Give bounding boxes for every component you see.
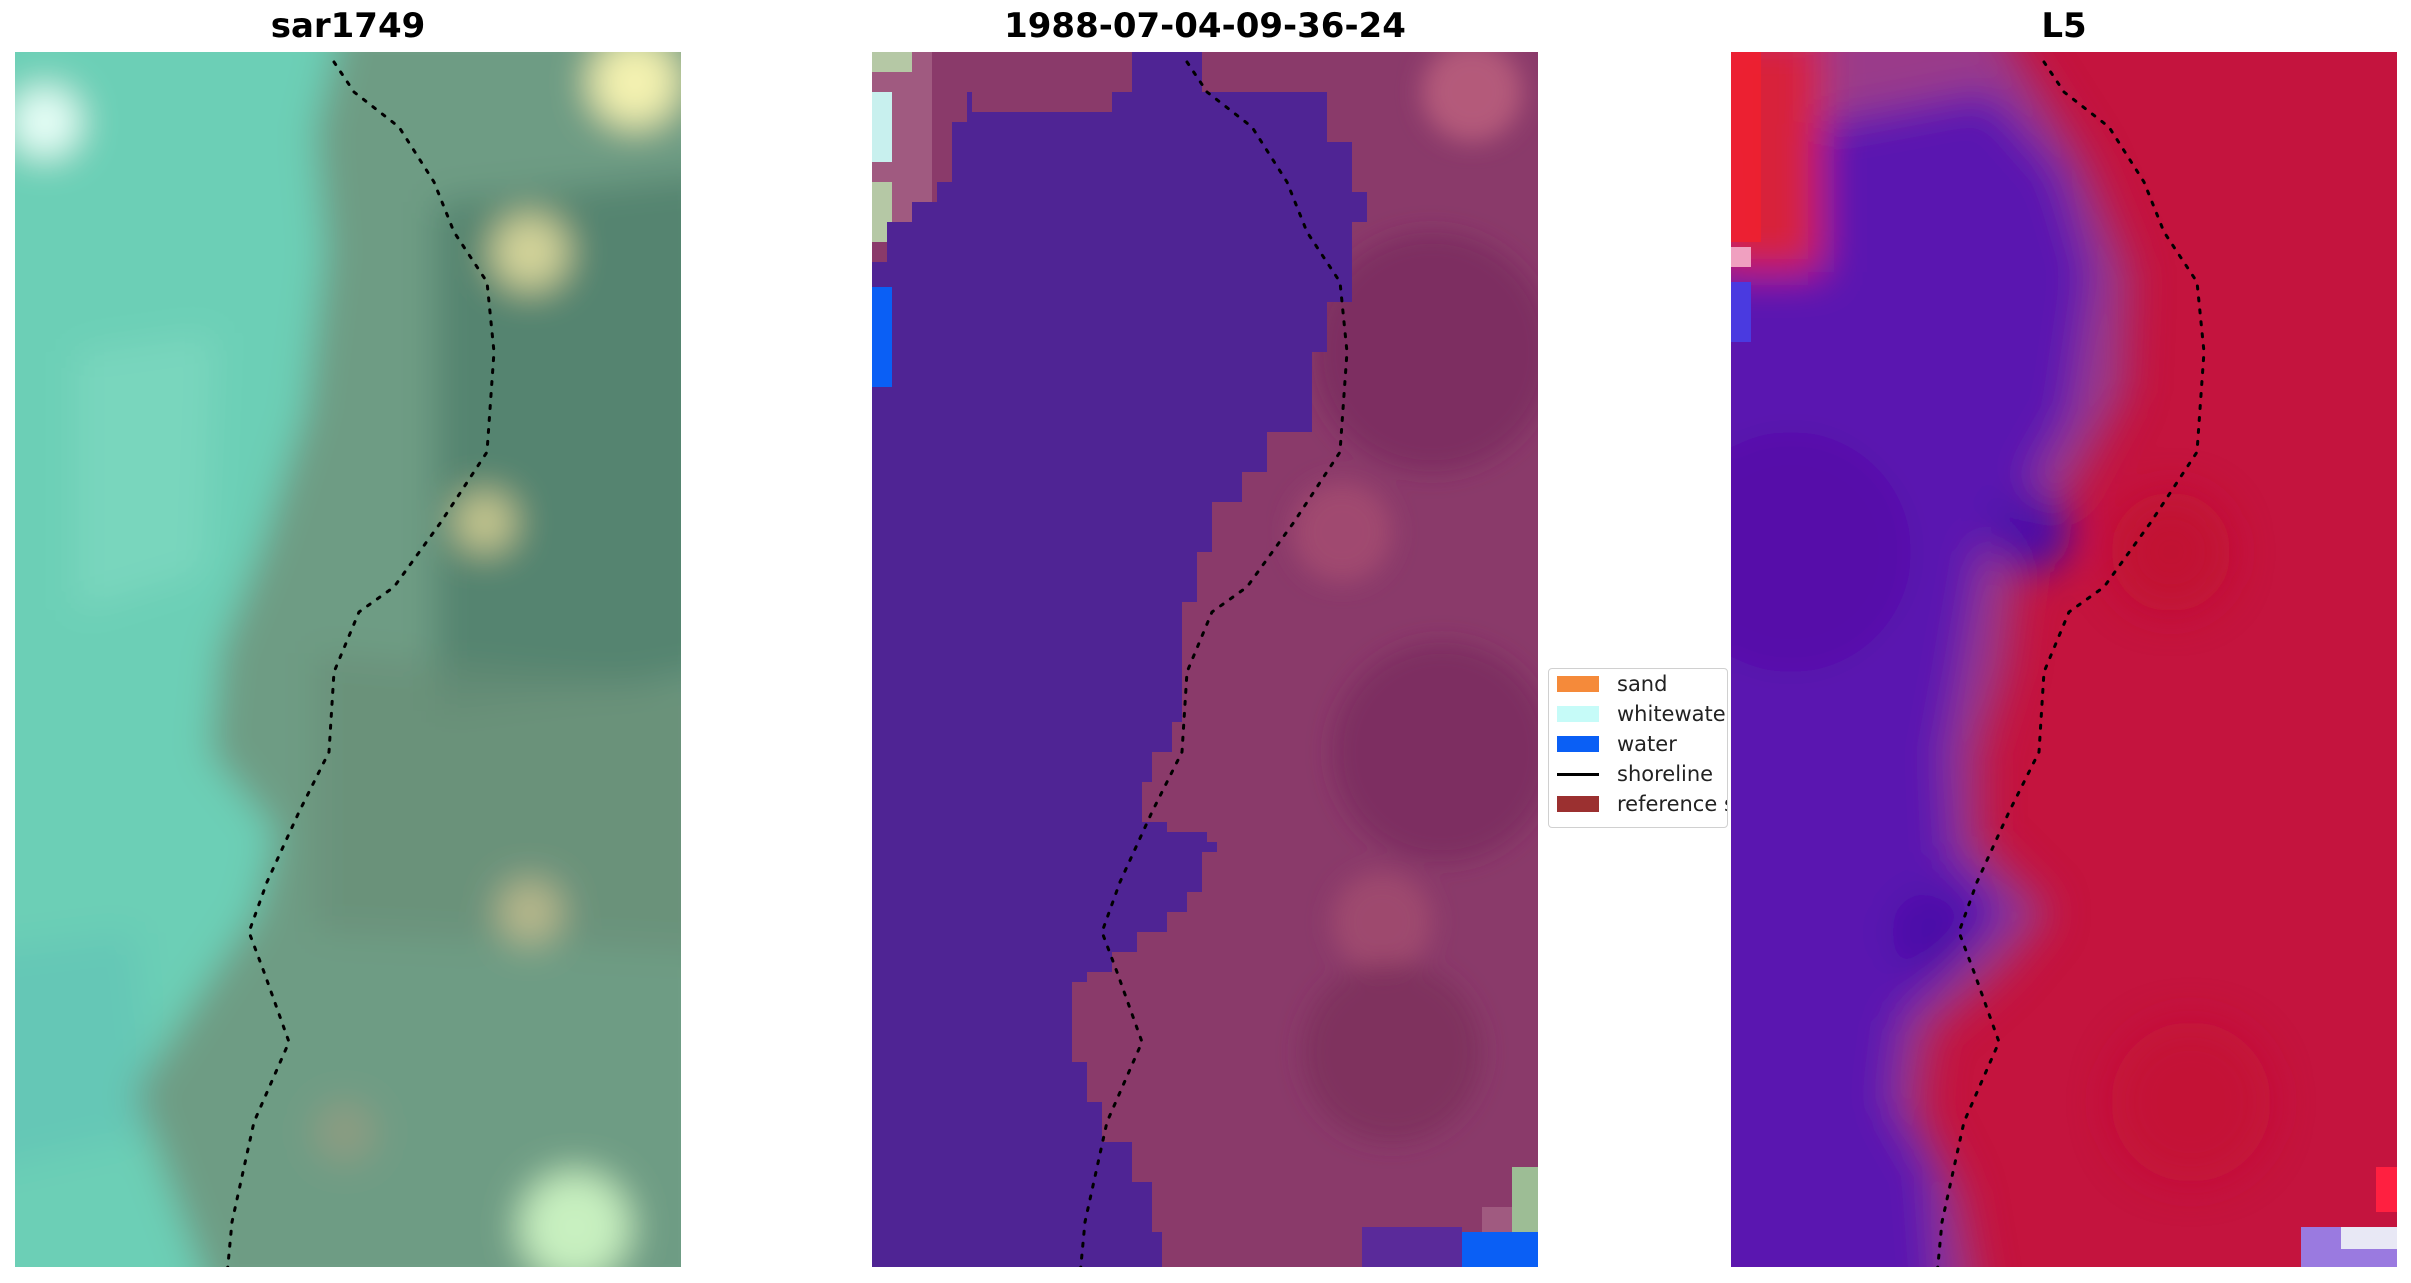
panel-title-index: L5 (2041, 6, 2087, 46)
water-swatch (1557, 736, 1599, 752)
legend-label: whitewater (1617, 702, 1728, 726)
rgb-image-panel (15, 52, 681, 1267)
shoreline-index (1936, 60, 2206, 1267)
legend-item-whitewater: whitewater (1557, 699, 1728, 729)
sand-swatch (1557, 676, 1599, 692)
water-class-region (872, 52, 1367, 1267)
panel-title-rgb: sar1749 (270, 6, 426, 46)
legend-label: sand (1617, 672, 1668, 696)
legend-item-sand: sand (1557, 669, 1667, 699)
legend-item-reference-buffer: reference shoreline buffer (1557, 789, 1727, 819)
classified-image-panel (872, 52, 1538, 1267)
legend: sand whitewater water shoreline referenc… (1548, 668, 1728, 828)
legend-item-shoreline: shoreline (1557, 759, 1713, 789)
panel-title-classified: 1988-07-04-09-36-24 (1004, 6, 1406, 46)
index-image-panel (1731, 52, 2397, 1267)
shoreline-line-icon (1557, 772, 1599, 776)
reference-buffer-swatch (1557, 796, 1599, 812)
shoreline-classified (1079, 60, 1349, 1267)
shoreline-rgb (226, 60, 496, 1267)
legend-item-water: water (1557, 729, 1677, 759)
whitewater-swatch (1557, 706, 1599, 722)
legend-label: water (1617, 732, 1677, 756)
legend-label: reference shoreline buffer (1617, 792, 1727, 816)
index-image (1731, 52, 2397, 1267)
rgb-image (15, 52, 681, 1267)
classified-image (872, 52, 1538, 1267)
legend-label: shoreline (1617, 762, 1714, 786)
